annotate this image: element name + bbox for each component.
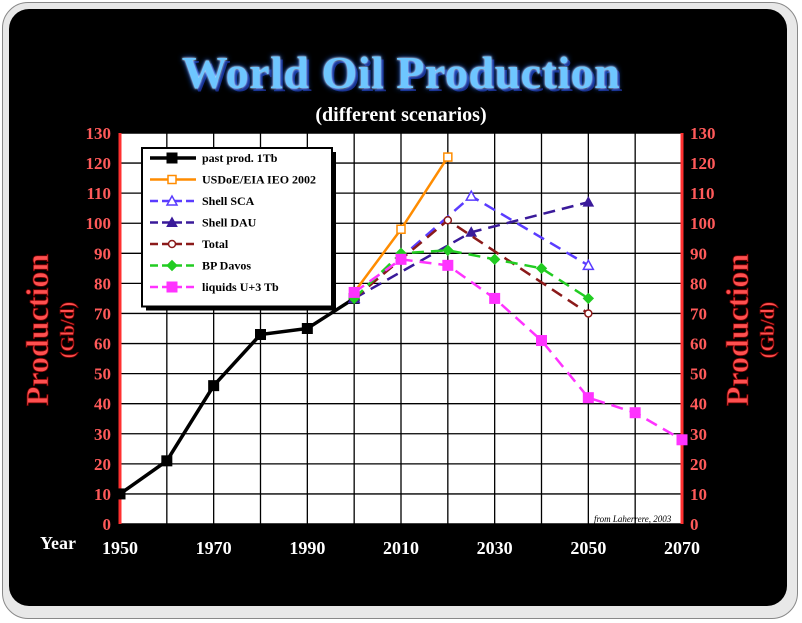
data-point-5-3 (488, 253, 501, 266)
y-tick-right: 30 (690, 425, 707, 444)
data-point-6-1 (395, 253, 407, 265)
x-axis-label: Year (40, 533, 76, 553)
x-tick-label: 2010 (383, 538, 419, 558)
data-point-3-2 (582, 196, 595, 207)
legend-label-1: USDoE/EIA IEO 2002 (202, 173, 316, 187)
legend-label-5: BP Davos (202, 259, 251, 273)
data-point-6-7 (676, 434, 688, 446)
data-point-0-1 (161, 455, 173, 467)
y-axis-label-left: Production (Gb/d) (19, 253, 80, 407)
legend-label-2: Shell SCA (202, 194, 255, 208)
y-axis-label-left-unit: (Gb/d) (57, 302, 79, 359)
data-point-0-0 (114, 488, 126, 500)
data-point-3-1 (465, 226, 478, 237)
data-point-1-2 (443, 152, 453, 162)
data-point-6-5 (582, 392, 594, 404)
y-tick-left: 60 (94, 335, 111, 354)
legend-marker-5 (166, 259, 178, 272)
y-tick-right: 130 (690, 124, 716, 143)
legend-marker-3 (166, 216, 178, 227)
legend-label-0: past prod. 1Tb (202, 151, 278, 165)
y-tick-right: 40 (690, 395, 707, 414)
y-tick-left: 0 (103, 515, 112, 534)
legend-marker-1 (167, 174, 177, 185)
y-axis-label-left-text: Production (19, 254, 55, 407)
chart-title: World Oil Production (181, 47, 621, 98)
data-point-2-2 (582, 258, 595, 271)
series-line-6 (353, 258, 683, 441)
legend-marker-0 (166, 152, 178, 164)
legend-label-4: Total (202, 237, 229, 251)
legend-marker-2 (165, 194, 179, 206)
y-tick-left: 20 (94, 455, 111, 474)
y-tick-left: 50 (94, 365, 111, 384)
data-point-6-0 (348, 286, 360, 298)
y-tick-right: 80 (690, 274, 707, 293)
legend-label-3: Shell DAU (202, 216, 257, 230)
y-axis-label-right-text: Production (719, 254, 755, 407)
y-tick-left: 90 (94, 244, 111, 263)
data-point-5-4 (535, 262, 548, 275)
y-tick-left: 70 (94, 304, 111, 323)
y-tick-right: 90 (690, 244, 707, 263)
x-tick-label: 1950 (102, 538, 138, 558)
y-tick-right: 50 (690, 365, 707, 384)
y-tick-right: 20 (690, 455, 707, 474)
series-line-0 (118, 296, 356, 496)
y-tick-left: 130 (86, 124, 112, 143)
data-point-4-2 (584, 309, 593, 318)
y-tick-right: 120 (690, 154, 716, 173)
data-point-0-4 (301, 323, 313, 334)
y-tick-right: 10 (690, 485, 707, 504)
source-credit: from Laherrere, 2003 (594, 514, 672, 524)
y-tick-right: 100 (690, 214, 716, 233)
y-axis-label-right: Production (Gb/d) (719, 253, 780, 407)
chart-subtitle: (different scenarios) (315, 104, 487, 126)
y-tick-left: 10 (94, 485, 111, 504)
data-point-6-3 (489, 292, 501, 304)
data-point-2-1 (464, 189, 478, 201)
y-tick-left: 100 (86, 214, 112, 233)
legend-marker-4 (167, 239, 177, 249)
y-tick-right: 70 (690, 304, 707, 323)
series-line-5 (353, 249, 590, 300)
legend-marker-6 (166, 281, 178, 293)
y-tick-right: 110 (690, 184, 715, 203)
x-tick-label: 2050 (570, 538, 606, 558)
data-point-6-6 (629, 407, 641, 419)
data-point-4-1 (443, 215, 453, 225)
x-tick-label: 1990 (289, 538, 325, 558)
x-tick-label: 1970 (196, 538, 232, 558)
y-tick-left: 30 (94, 425, 111, 444)
data-point-0-2 (208, 380, 220, 392)
legend-label-6: liquids U+3 Tb (202, 280, 279, 294)
data-point-1-1 (396, 224, 406, 234)
data-point-6-2 (442, 259, 454, 271)
data-point-5-2 (442, 244, 454, 257)
x-tick-label: 2070 (664, 538, 700, 558)
y-tick-left: 80 (94, 274, 111, 293)
x-tick-label: 2030 (477, 538, 513, 558)
y-tick-left: 110 (86, 184, 111, 203)
y-tick-left: 120 (86, 154, 112, 173)
legend-box (141, 147, 333, 308)
data-point-6-4 (536, 335, 547, 347)
y-tick-right: 0 (690, 515, 699, 534)
y-tick-left: 40 (94, 395, 111, 414)
y-axis-label-right-unit: (Gb/d) (757, 302, 779, 359)
data-point-5-5 (582, 292, 595, 305)
data-point-0-3 (255, 329, 266, 341)
y-tick-right: 60 (690, 335, 707, 354)
